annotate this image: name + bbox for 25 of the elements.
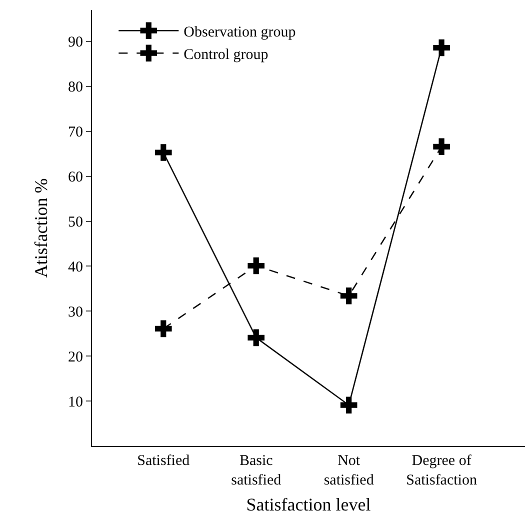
point (433, 39, 450, 56)
y-tick-label: 80 (68, 80, 83, 96)
y-tick-label: 20 (68, 349, 83, 366)
x-tick-label: Satisfied (137, 453, 190, 469)
x-axis-title: Satisfaction level (246, 494, 371, 515)
point (340, 396, 358, 414)
point (248, 329, 265, 346)
y-tick-label: 50 (68, 214, 83, 231)
point (340, 287, 358, 304)
y-tick-label: 10 (68, 394, 83, 410)
y-tick-label: 60 (68, 170, 83, 186)
legend-label: Observation group (184, 24, 296, 40)
x-tick-label: Degree of Satisfaction (406, 453, 478, 488)
y-axis-title: Atisfaction % (31, 178, 52, 278)
point (248, 257, 265, 274)
y-tick-label: 70 (68, 124, 83, 141)
point (433, 138, 450, 156)
x-tick-label: Not satisfied (324, 453, 374, 488)
point (154, 320, 172, 338)
y-tick-label: 40 (68, 259, 83, 276)
y-tick-label: 90 (68, 34, 83, 51)
x-tick-label: Basic satisfied (231, 453, 282, 488)
legend-label: Control group (184, 46, 268, 63)
point (154, 144, 172, 161)
y-tick-label: 30 (68, 304, 83, 320)
